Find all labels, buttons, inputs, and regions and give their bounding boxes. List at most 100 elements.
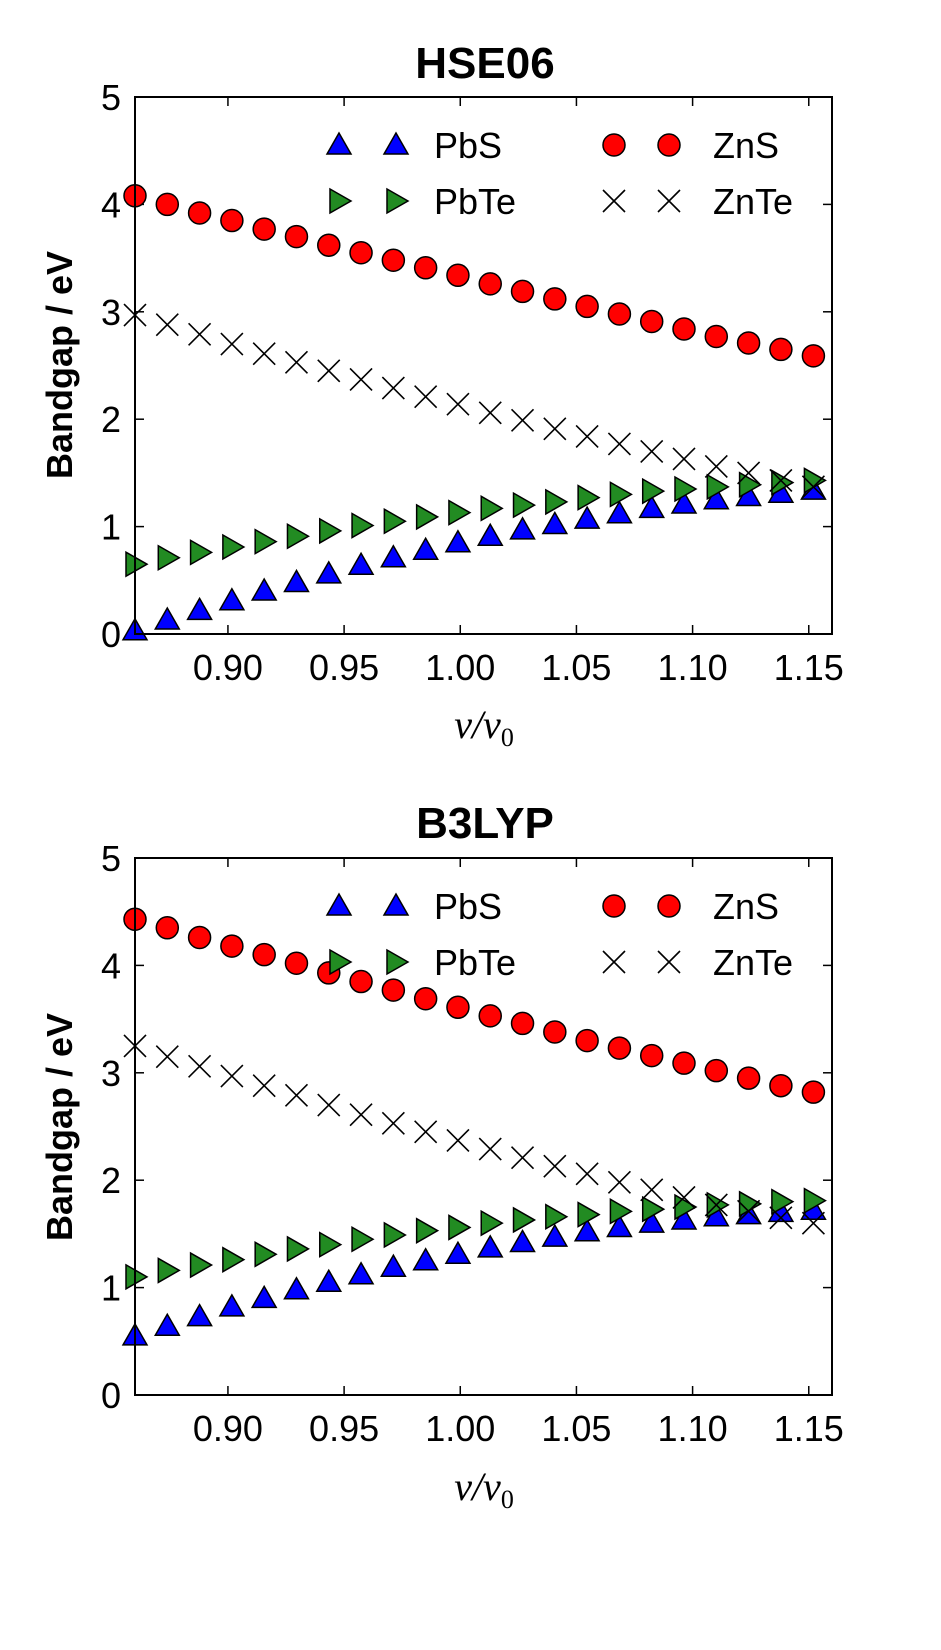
data-point xyxy=(218,587,246,611)
data-point xyxy=(284,1083,309,1107)
data-point xyxy=(155,192,180,217)
legend-label: ZnS xyxy=(713,886,779,927)
data-point xyxy=(801,1211,825,1235)
legend-marker xyxy=(602,894,626,918)
data-point xyxy=(381,248,406,272)
data-point xyxy=(670,1206,698,1230)
data-point xyxy=(351,1225,375,1253)
data-point xyxy=(478,272,502,296)
data-point xyxy=(476,522,504,547)
data-point xyxy=(543,1020,567,1044)
data-point xyxy=(286,1235,310,1263)
data-point xyxy=(380,544,407,568)
data-point xyxy=(769,468,793,492)
data-point xyxy=(444,1240,472,1265)
data-point xyxy=(222,533,246,561)
x-tick-label: 1.05 xyxy=(541,1408,611,1449)
y-tick-label: 5 xyxy=(101,77,121,118)
x-tick-label: 1.05 xyxy=(541,647,611,688)
legend-entry-zns: ZnS xyxy=(602,886,779,927)
data-point xyxy=(638,494,666,519)
data-point xyxy=(640,439,664,463)
data-point xyxy=(347,1261,375,1285)
series-pbte xyxy=(125,467,827,578)
chart-panel-b3lyp: B3LYP Bandgap / eV 0.90 0.95 1.00 1.05 1.10 1… xyxy=(39,799,844,1514)
data-point xyxy=(315,560,343,584)
y-tick-label: 0 xyxy=(101,614,121,655)
data-point xyxy=(317,233,341,257)
data-point xyxy=(283,568,310,593)
data-point xyxy=(769,1073,793,1098)
data-point xyxy=(607,1170,631,1194)
data-point xyxy=(220,332,244,356)
data-point xyxy=(154,606,181,630)
legend-label: PbTe xyxy=(434,181,516,222)
data-point xyxy=(541,510,569,535)
data-point xyxy=(606,500,633,524)
data-point xyxy=(383,1221,407,1249)
data-point xyxy=(187,201,212,225)
legend-marker xyxy=(602,950,626,974)
data-point xyxy=(414,1120,438,1144)
chart-panel-hse06: HSE06 Bandgap / eV 0.90 0.95 1.00 1.05 1.10 1… xyxy=(39,39,844,752)
legend-marker xyxy=(329,187,353,215)
legend-label: PbS xyxy=(434,886,502,927)
data-point xyxy=(577,1201,601,1228)
y-tick-label: 3 xyxy=(101,1053,121,1094)
data-point xyxy=(672,317,696,341)
y-tick-label: 0 xyxy=(101,1375,121,1416)
data-point xyxy=(254,528,278,555)
data-point xyxy=(704,1058,729,1083)
legend-marker xyxy=(657,950,681,974)
x-tick-label: 1.00 xyxy=(425,647,495,688)
data-point xyxy=(383,507,407,535)
y-tick-label: 2 xyxy=(101,1160,121,1201)
y-tick-label: 2 xyxy=(101,399,121,440)
axes-frame xyxy=(134,857,833,1396)
data-point xyxy=(319,517,343,545)
series-znte xyxy=(123,1034,825,1235)
data-point xyxy=(543,1154,567,1178)
x-tick-label: 1.15 xyxy=(774,1408,844,1449)
data-point xyxy=(801,475,825,499)
data-point xyxy=(509,516,536,540)
legend-entry-znte: ZnTe xyxy=(602,942,793,983)
y-ticks xyxy=(135,96,832,635)
data-point xyxy=(186,1303,213,1327)
data-point xyxy=(543,417,567,441)
y-tick-label: 1 xyxy=(101,507,121,548)
data-point xyxy=(510,279,535,304)
x-tick-label: 1.00 xyxy=(425,1408,495,1449)
data-point xyxy=(189,1251,214,1279)
legend-label: ZnS xyxy=(713,125,779,166)
legend-marker xyxy=(329,948,353,976)
data-point xyxy=(672,447,696,471)
chart-title: B3LYP xyxy=(416,799,554,848)
data-point xyxy=(448,499,472,526)
data-point xyxy=(412,536,439,560)
x-tick-label: 0.95 xyxy=(309,1408,379,1449)
data-point xyxy=(607,432,631,456)
plot-area xyxy=(121,184,827,641)
data-point xyxy=(476,1234,504,1258)
data-point xyxy=(155,916,180,940)
series-pbte xyxy=(125,1187,827,1291)
y-tick-labels: 0 1 2 3 4 5 xyxy=(101,838,121,1416)
data-point xyxy=(769,1206,793,1230)
legend-marker xyxy=(386,187,410,215)
data-point xyxy=(252,217,276,241)
data-point xyxy=(415,503,440,531)
legend-label: PbTe xyxy=(434,942,516,983)
data-point xyxy=(220,1064,244,1088)
data-point xyxy=(704,1193,728,1217)
y-tick-labels: 0 1 2 3 4 5 xyxy=(101,77,121,655)
data-point xyxy=(349,240,373,265)
data-point xyxy=(218,1293,246,1317)
data-point xyxy=(317,359,341,383)
data-point xyxy=(381,978,406,1002)
data-point xyxy=(250,1284,278,1309)
data-point xyxy=(575,294,599,319)
legend-entry-zns: ZnS xyxy=(602,125,779,166)
data-point xyxy=(446,1128,470,1153)
